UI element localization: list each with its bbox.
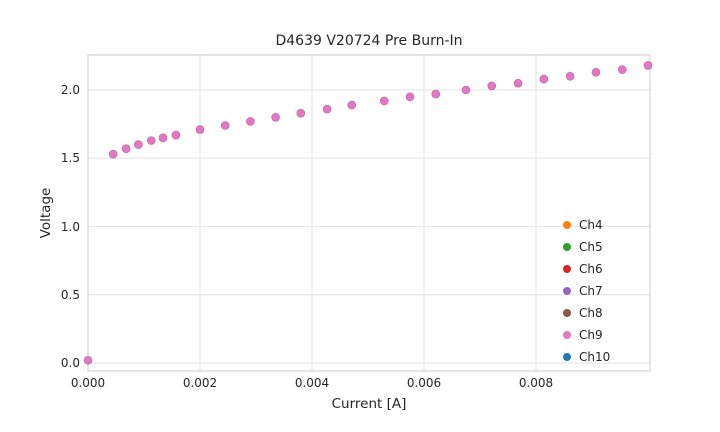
data-point	[487, 81, 497, 91]
data-point	[220, 121, 230, 130]
y-tick-label: 0.5	[60, 287, 80, 302]
legend-item: Ch9	[563, 324, 610, 346]
data-point	[322, 104, 332, 114]
legend-label: Ch5	[579, 240, 603, 254]
x-tick-label: 0.006	[406, 376, 442, 390]
data-point	[513, 78, 523, 88]
data-point	[158, 133, 168, 143]
y-tick-label: 0.0	[60, 356, 80, 370]
y-tick-label: 1.5	[60, 151, 80, 166]
data-point	[431, 89, 441, 99]
x-tick-label: 0.000	[70, 376, 106, 390]
legend-item: Ch8	[563, 302, 610, 324]
legend-swatch-icon	[563, 265, 571, 273]
data-point	[146, 136, 156, 145]
x-tick-label: 0.008	[518, 376, 554, 390]
data-point	[83, 355, 93, 365]
data-point	[617, 65, 627, 74]
legend-label: Ch8	[579, 306, 603, 320]
legend-item: Ch7	[563, 280, 610, 302]
data-point	[121, 144, 131, 153]
data-point	[134, 140, 143, 149]
y-tick-label: 2.0	[60, 83, 80, 97]
legend-item: Ch4	[563, 214, 610, 236]
data-point	[296, 108, 306, 118]
legend-label: Ch6	[579, 262, 603, 276]
legend-label: Ch10	[579, 350, 611, 364]
legend: Ch4 Ch5 Ch6 Ch7 Ch8 Ch9 Ch10	[563, 214, 610, 368]
chart-title: D4639 V20724 Pre Burn-In	[275, 33, 463, 49]
legend-item: Ch10	[563, 346, 610, 368]
data-point	[347, 100, 357, 110]
plot-border	[87, 54, 651, 372]
data-point	[643, 61, 653, 70]
data-point	[108, 149, 118, 159]
data-point	[271, 113, 280, 122]
x-tick-label: 0.004	[294, 376, 330, 390]
data-point	[171, 130, 181, 140]
legend-label: Ch4	[579, 218, 603, 232]
legend-swatch-icon	[563, 353, 571, 361]
legend-label: Ch9	[579, 328, 603, 342]
data-point	[591, 67, 601, 77]
legend-swatch-icon	[563, 331, 571, 339]
y-tick-label: 1.0	[60, 219, 80, 234]
data-point	[379, 96, 389, 106]
data-point	[565, 72, 575, 81]
legend-swatch-icon	[563, 309, 571, 317]
data-point	[461, 85, 471, 95]
legend-swatch-icon	[563, 287, 571, 295]
legend-swatch-icon	[563, 221, 571, 229]
data-point	[195, 125, 205, 134]
x-axis-label: Current [A]	[331, 396, 407, 412]
legend-item: Ch5	[563, 236, 610, 258]
legend-swatch-icon	[563, 243, 571, 251]
legend-label: Ch7	[579, 284, 603, 298]
data-point	[246, 117, 255, 126]
data-point	[405, 92, 415, 102]
data-point	[539, 74, 549, 84]
legend-item: Ch6	[563, 258, 610, 280]
x-tick-label: 0.002	[182, 376, 218, 390]
